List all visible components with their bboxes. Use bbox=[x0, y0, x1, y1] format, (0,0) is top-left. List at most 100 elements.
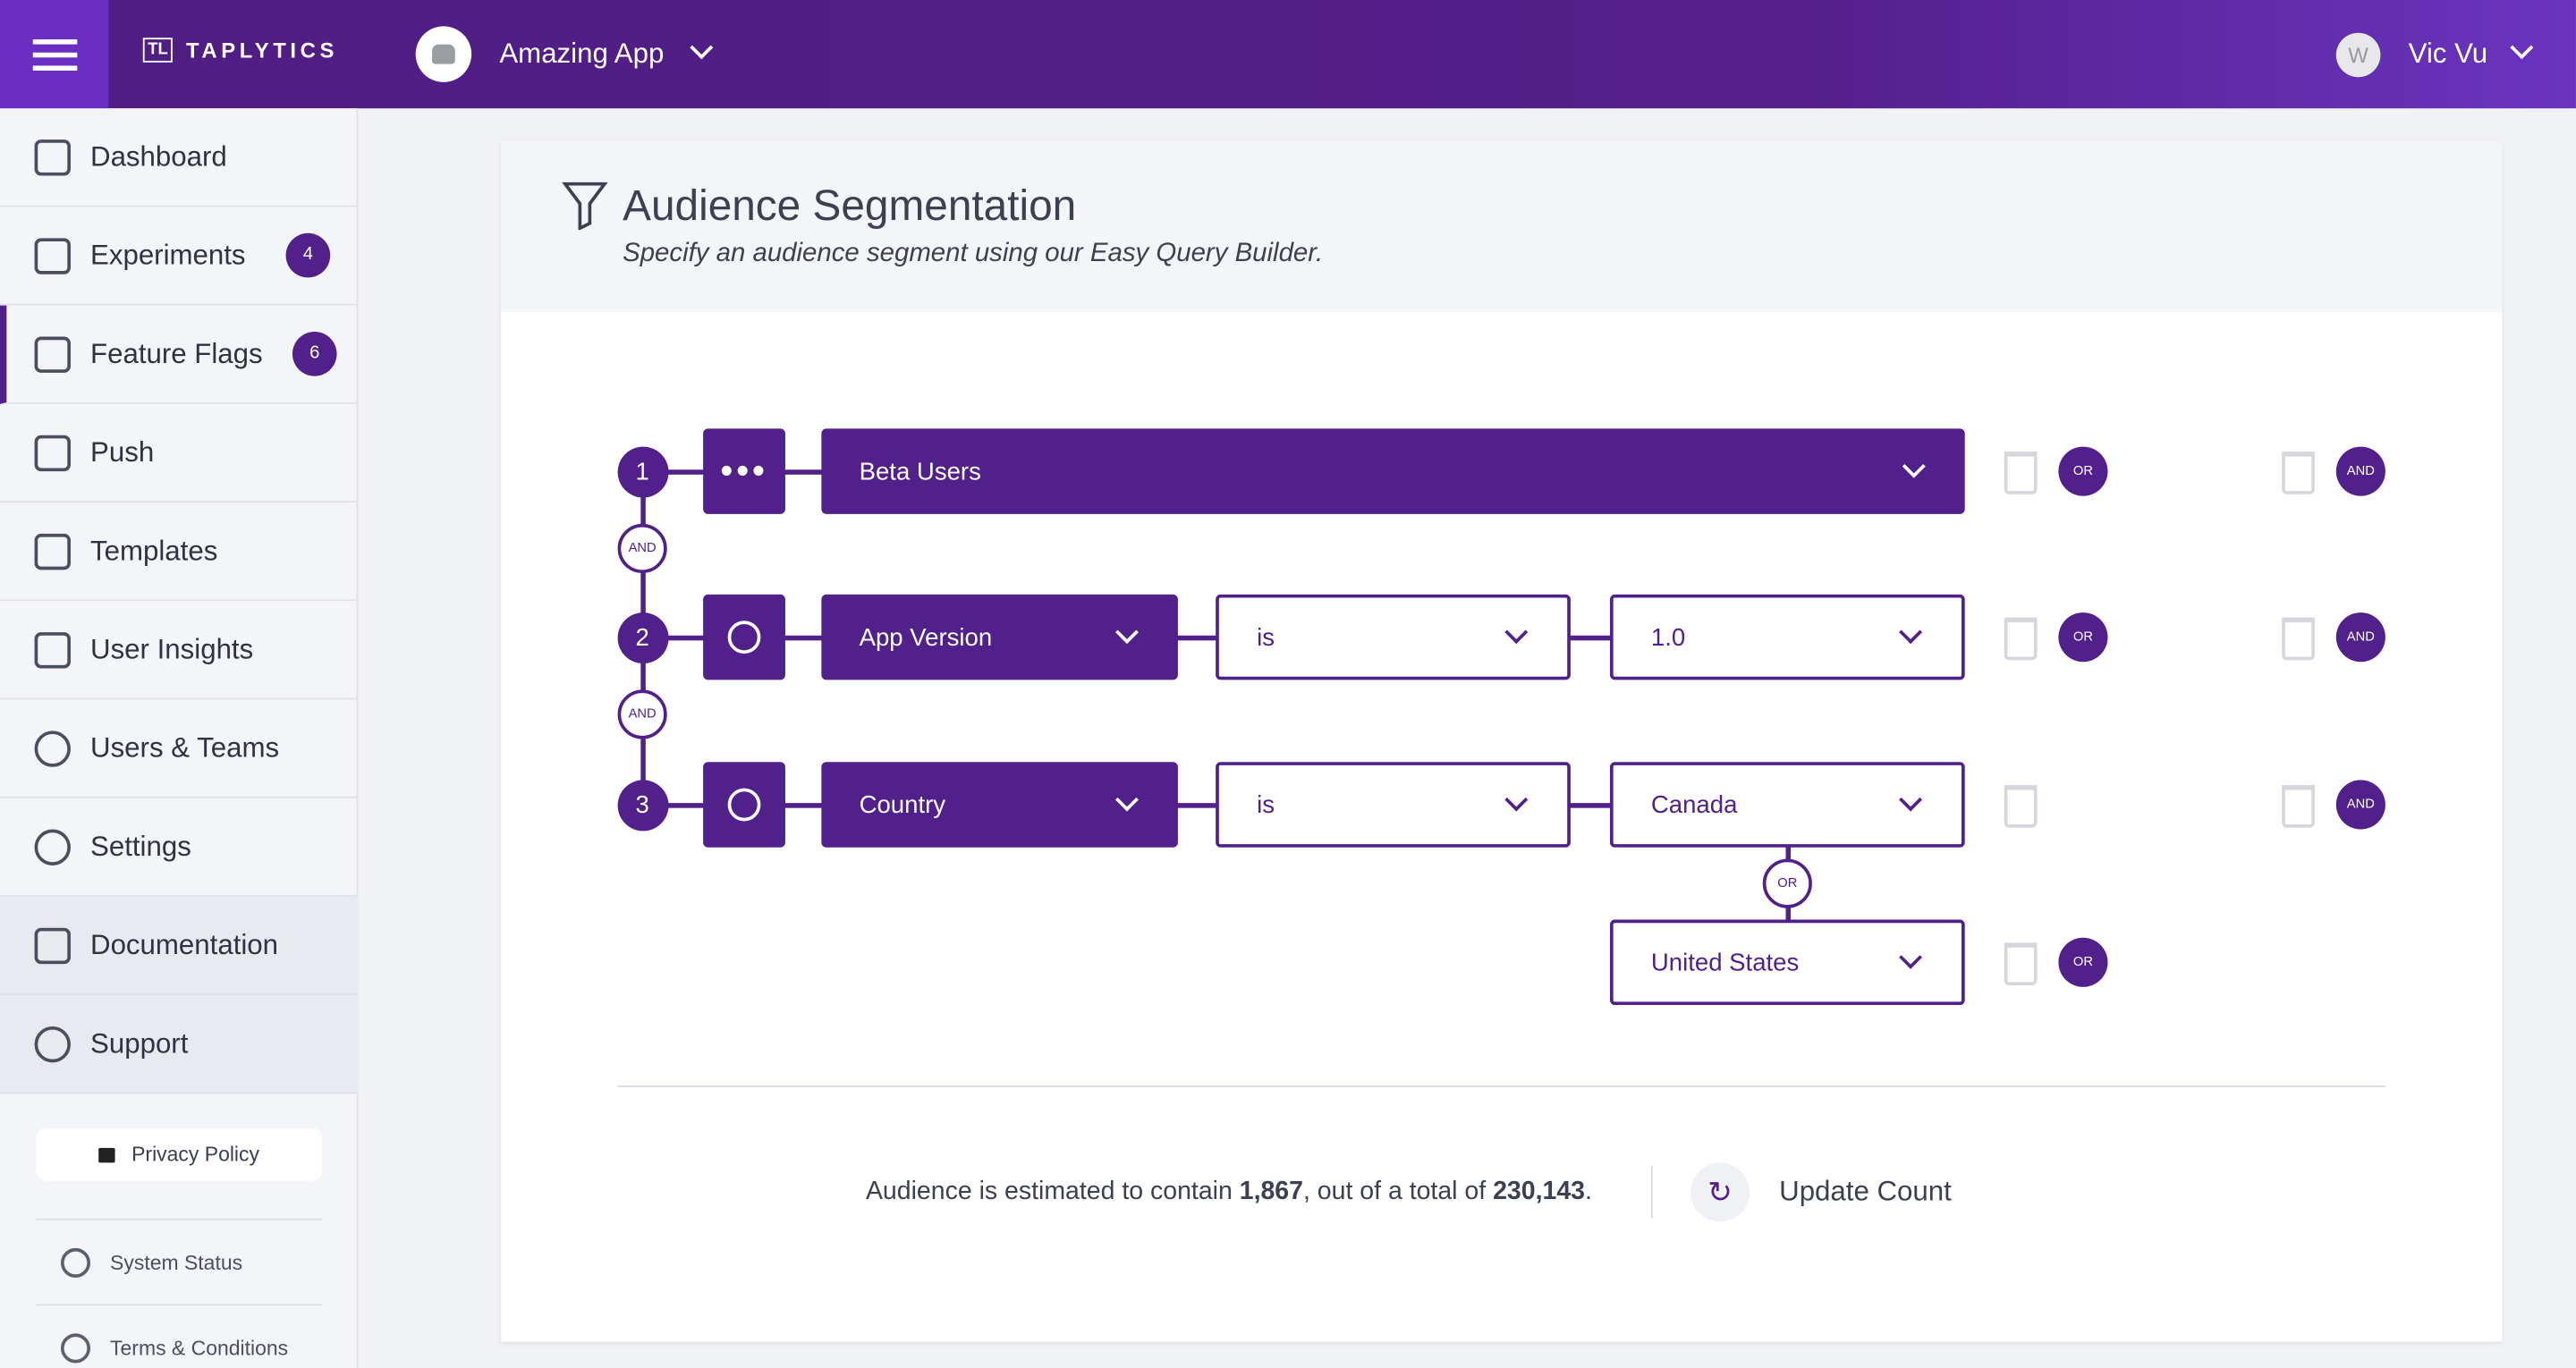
star-icon bbox=[60, 1333, 91, 1364]
count-badge: 6 bbox=[292, 332, 337, 376]
trash-icon[interactable] bbox=[2282, 784, 2315, 828]
chevron-down-icon bbox=[1114, 788, 1139, 812]
or-connector[interactable]: OR bbox=[1762, 858, 1812, 908]
push-icon bbox=[34, 434, 71, 471]
rule-number: 2 bbox=[616, 612, 668, 663]
attribute-value: Country bbox=[859, 790, 946, 819]
gear-icon bbox=[34, 828, 71, 866]
update-count-button[interactable]: Update Count bbox=[1779, 1176, 1952, 1207]
sidebar-item-label: Experiments bbox=[90, 239, 246, 271]
value-text: 1.0 bbox=[1650, 623, 1686, 652]
users-icon bbox=[34, 730, 71, 766]
or-value-select[interactable]: United States bbox=[1609, 919, 1965, 1006]
page-title: Audience Segmentation bbox=[623, 181, 1077, 231]
attribute-value: App Version bbox=[859, 623, 993, 652]
sidebar-item-templates[interactable]: Templates bbox=[0, 502, 359, 602]
help-icon bbox=[34, 1026, 71, 1062]
home-icon bbox=[34, 139, 71, 175]
chevron-down-icon bbox=[1902, 454, 1926, 478]
app-selector[interactable]: Amazing App bbox=[499, 38, 665, 70]
chevron-down-icon bbox=[1504, 788, 1529, 812]
target-user-icon[interactable] bbox=[703, 762, 785, 848]
add-and-button[interactable]: AND bbox=[2335, 780, 2385, 830]
trash-icon[interactable] bbox=[2004, 617, 2038, 661]
target-user-icon[interactable] bbox=[703, 594, 785, 680]
sidebar-item-documentation[interactable]: Documentation bbox=[0, 896, 359, 996]
lock-icon bbox=[98, 1146, 115, 1162]
value-text: United States bbox=[1650, 948, 1800, 976]
sidebar-item-feature-flags[interactable]: Feature Flags 6 bbox=[0, 305, 359, 404]
sidebar-item-support[interactable]: Support bbox=[0, 995, 359, 1094]
menu-button[interactable] bbox=[0, 0, 109, 109]
page-subtitle: Specify an audience segment using our Ea… bbox=[623, 240, 1324, 268]
sidebar-item-experiments[interactable]: Experiments 4 bbox=[0, 207, 359, 306]
document-icon bbox=[34, 926, 71, 964]
sidebar-item-label: Documentation bbox=[90, 928, 279, 960]
add-or-button[interactable]: OR bbox=[2058, 446, 2108, 496]
chevron-down-icon bbox=[1504, 621, 1529, 645]
segment-value: Beta Users bbox=[859, 457, 981, 486]
sidebar-item-label: Feature Flags bbox=[90, 337, 263, 369]
rule-number: 3 bbox=[616, 779, 668, 831]
sidebar-item-settings[interactable]: Settings bbox=[0, 798, 359, 897]
value-text: Canada bbox=[1650, 790, 1738, 819]
estimate-count: 1,867 bbox=[1239, 1177, 1303, 1206]
add-and-button[interactable]: AND bbox=[2335, 446, 2385, 496]
sidebar-item-label: Templates bbox=[90, 534, 218, 566]
logo[interactable]: TL TAPLYTICS bbox=[142, 38, 338, 63]
attribute-select[interactable]: Country bbox=[821, 762, 1178, 848]
system-status-link[interactable]: System Status bbox=[60, 1247, 242, 1278]
add-or-button[interactable]: OR bbox=[2058, 612, 2108, 663]
rule-number: 1 bbox=[616, 445, 668, 497]
value-select[interactable]: 1.0 bbox=[1609, 594, 1965, 680]
audience-estimate: Audience is estimated to contain 1,867, … bbox=[865, 1177, 1592, 1206]
chevron-down-icon bbox=[1899, 788, 1923, 812]
user-menu[interactable]: Vic Vu bbox=[2408, 38, 2488, 70]
sidebar-item-label: Users & Teams bbox=[90, 731, 280, 764]
sidebar-item-user-insights[interactable]: User Insights bbox=[0, 601, 359, 700]
sidebar-item-users-teams[interactable]: Users & Teams bbox=[0, 699, 359, 798]
estimate-total: 230,143 bbox=[1493, 1177, 1585, 1206]
operator-select[interactable]: is bbox=[1216, 594, 1571, 680]
chevron-down-icon bbox=[1114, 621, 1139, 645]
pulse-icon bbox=[60, 1247, 91, 1278]
operator-value: is bbox=[1257, 623, 1275, 652]
app-avatar-android-icon[interactable] bbox=[415, 26, 472, 82]
sidebar-item-label: Settings bbox=[90, 830, 191, 862]
count-badge: 4 bbox=[285, 232, 331, 278]
add-or-button[interactable]: OR bbox=[2058, 937, 2108, 987]
template-icon bbox=[34, 533, 71, 570]
avatar[interactable]: W bbox=[2335, 32, 2381, 78]
chevron-down-icon bbox=[1899, 621, 1923, 645]
sidebar-item-push[interactable]: Push bbox=[0, 404, 359, 503]
filter-icon bbox=[562, 182, 608, 231]
logo-text: TAPLYTICS bbox=[185, 38, 338, 63]
privacy-policy-link[interactable]: Privacy Policy bbox=[36, 1127, 322, 1181]
divider bbox=[617, 1085, 2385, 1087]
terms-link[interactable]: Terms & Conditions bbox=[60, 1333, 288, 1364]
trash-icon[interactable] bbox=[2282, 452, 2315, 494]
refresh-icon[interactable]: ↻ bbox=[1690, 1162, 1750, 1222]
operator-value: is bbox=[1257, 790, 1275, 819]
attribute-select[interactable]: App Version bbox=[821, 594, 1178, 680]
card-header bbox=[501, 140, 2503, 312]
logo-mark: TL bbox=[142, 38, 174, 63]
add-and-button[interactable]: AND bbox=[2335, 612, 2385, 663]
trash-icon[interactable] bbox=[2004, 784, 2038, 828]
trash-icon[interactable] bbox=[2004, 942, 2038, 986]
flask-icon bbox=[34, 237, 71, 274]
and-connector[interactable]: AND bbox=[617, 689, 667, 739]
divider bbox=[1650, 1166, 1653, 1219]
divider bbox=[36, 1304, 322, 1306]
segment-select[interactable]: Beta Users bbox=[821, 428, 1965, 514]
operator-select[interactable]: is bbox=[1216, 762, 1571, 848]
and-connector[interactable]: AND bbox=[617, 523, 667, 574]
top-bar bbox=[0, 0, 2576, 109]
sidebar-item-dashboard[interactable]: Dashboard bbox=[0, 108, 359, 207]
trash-icon[interactable] bbox=[2282, 617, 2315, 661]
trash-icon[interactable] bbox=[2004, 452, 2038, 494]
divider bbox=[36, 1218, 322, 1220]
segment-more-icon[interactable]: ••• bbox=[703, 428, 785, 514]
value-select[interactable]: Canada bbox=[1609, 762, 1965, 848]
sidebar-item-label: Support bbox=[90, 1026, 189, 1059]
